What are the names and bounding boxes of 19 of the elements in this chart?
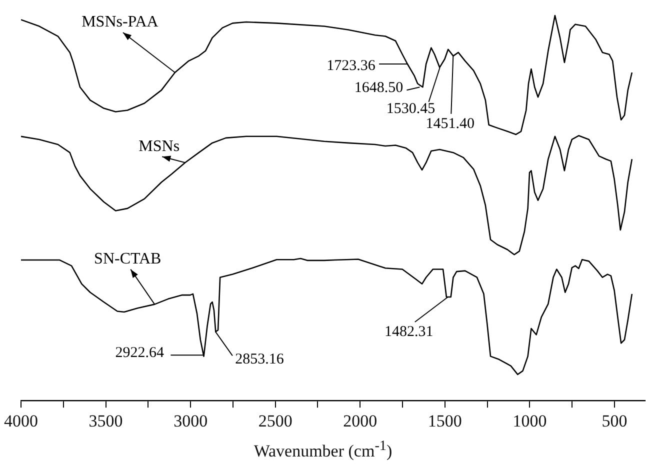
annotation: 2853.16 xyxy=(235,352,284,368)
x-tick-label: 4000 xyxy=(4,411,38,430)
x-tick-label: 3000 xyxy=(174,411,208,430)
x-tick-label: 2000 xyxy=(343,411,378,430)
x-tick-label: 3500 xyxy=(88,411,123,430)
annotation: 1530.45 xyxy=(386,100,436,117)
annotation: 2922.64 xyxy=(115,345,165,362)
annotation: 1723.36 xyxy=(326,58,376,74)
annotation: 1451.40 xyxy=(426,116,475,132)
series-label: MSNs xyxy=(138,138,180,155)
x-tick-label: 1000 xyxy=(512,411,547,430)
x-tick-label: 1500 xyxy=(428,411,462,430)
series-label: MSNs-PAA xyxy=(82,14,159,31)
x-tick-label: 2500 xyxy=(258,411,292,430)
annotation: 1482.31 xyxy=(384,324,434,340)
series-label: SN-CTAB xyxy=(94,250,162,268)
x-axis-title: Wavenumber (cm$^{-1}$) xyxy=(252,438,394,462)
x-tick-label: 500 xyxy=(602,411,628,430)
annotation: 1648.50 xyxy=(354,80,404,96)
